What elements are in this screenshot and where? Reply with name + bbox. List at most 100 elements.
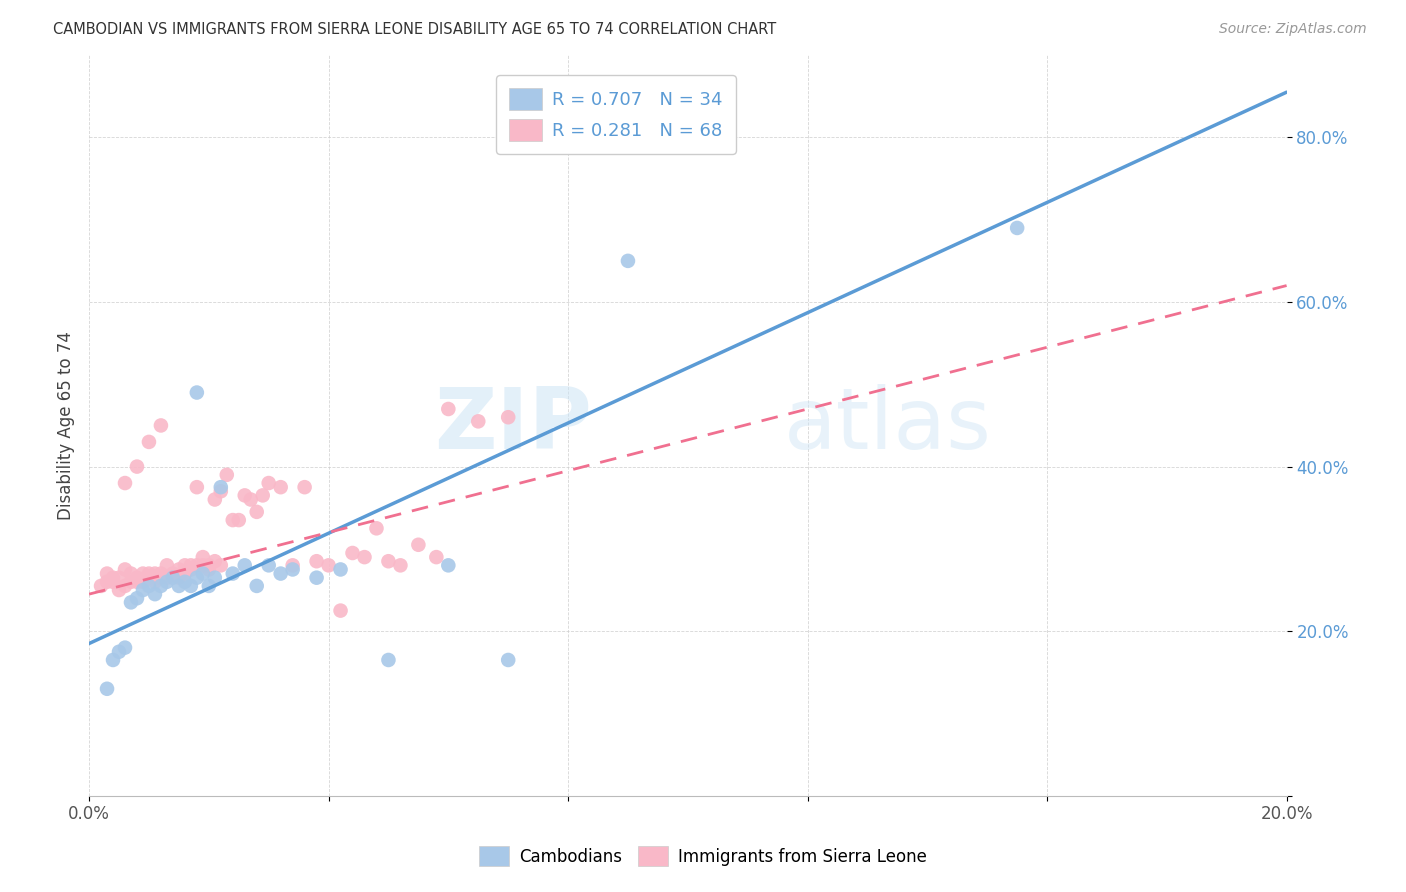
Point — [246, 505, 269, 519]
Point — [228, 513, 250, 527]
Point — [198, 579, 221, 593]
Point — [96, 566, 118, 581]
Point — [180, 579, 202, 593]
Point — [101, 571, 124, 585]
Point — [114, 476, 136, 491]
Point — [180, 562, 202, 576]
Point — [125, 571, 148, 585]
Point — [156, 558, 179, 573]
Point — [233, 558, 256, 573]
Point — [318, 558, 340, 573]
Point — [353, 550, 375, 565]
Legend: Cambodians, Immigrants from Sierra Leone: Cambodians, Immigrants from Sierra Leone — [472, 839, 934, 873]
Point — [186, 558, 208, 573]
Point — [204, 571, 226, 585]
Point — [191, 566, 214, 581]
Point — [186, 385, 208, 400]
Point — [90, 579, 112, 593]
Point — [437, 558, 460, 573]
Point — [125, 591, 148, 606]
Text: atlas: atlas — [783, 384, 991, 467]
Point — [209, 558, 232, 573]
Point — [281, 558, 304, 573]
Point — [120, 566, 142, 581]
Point — [389, 558, 412, 573]
Point — [377, 653, 399, 667]
Point — [180, 558, 202, 573]
Point — [108, 582, 131, 597]
Point — [209, 484, 232, 499]
Point — [191, 550, 214, 565]
Point — [173, 574, 195, 589]
Point — [294, 480, 316, 494]
Point — [408, 538, 430, 552]
Point — [191, 558, 214, 573]
Point — [305, 554, 328, 568]
Point — [108, 571, 131, 585]
Point — [377, 554, 399, 568]
Point — [149, 571, 172, 585]
Point — [167, 579, 190, 593]
Point — [222, 566, 245, 581]
Point — [496, 410, 519, 425]
Point — [233, 488, 256, 502]
Point — [257, 558, 280, 573]
Point — [120, 595, 142, 609]
Point — [437, 402, 460, 417]
Y-axis label: Disability Age 65 to 74: Disability Age 65 to 74 — [58, 331, 75, 520]
Point — [125, 574, 148, 589]
Point — [114, 579, 136, 593]
Point — [132, 566, 155, 581]
Point — [257, 476, 280, 491]
Point — [239, 492, 262, 507]
Point — [186, 571, 208, 585]
Point — [132, 582, 155, 597]
Text: Source: ZipAtlas.com: Source: ZipAtlas.com — [1219, 22, 1367, 37]
Point — [149, 418, 172, 433]
Point — [96, 574, 118, 589]
Point — [198, 558, 221, 573]
Point — [114, 562, 136, 576]
Point — [329, 604, 352, 618]
Point — [162, 571, 184, 585]
Point — [198, 562, 221, 576]
Point — [125, 459, 148, 474]
Point — [173, 566, 195, 581]
Legend: R = 0.707   N = 34, R = 0.281   N = 68: R = 0.707 N = 34, R = 0.281 N = 68 — [496, 75, 735, 153]
Point — [156, 574, 179, 589]
Point — [167, 571, 190, 585]
Point — [305, 571, 328, 585]
Point — [246, 579, 269, 593]
Point — [173, 558, 195, 573]
Point — [143, 566, 166, 581]
Point — [138, 566, 160, 581]
Point — [138, 434, 160, 449]
Point — [366, 521, 388, 535]
Point — [252, 488, 274, 502]
Point — [132, 574, 155, 589]
Point — [215, 467, 238, 482]
Point — [270, 566, 292, 581]
Point — [281, 562, 304, 576]
Point — [101, 574, 124, 589]
Point — [270, 480, 292, 494]
Point — [467, 414, 489, 428]
Point — [156, 571, 179, 585]
Point — [209, 480, 232, 494]
Point — [204, 492, 226, 507]
Point — [108, 645, 131, 659]
Point — [101, 653, 124, 667]
Point — [143, 574, 166, 589]
Point — [496, 653, 519, 667]
Point — [143, 587, 166, 601]
Point — [425, 550, 447, 565]
Point — [342, 546, 364, 560]
Point — [222, 513, 245, 527]
Point — [120, 574, 142, 589]
Point — [138, 571, 160, 585]
Text: ZIP: ZIP — [434, 384, 592, 467]
Point — [96, 681, 118, 696]
Point — [149, 566, 172, 581]
Point — [204, 554, 226, 568]
Point — [162, 566, 184, 581]
